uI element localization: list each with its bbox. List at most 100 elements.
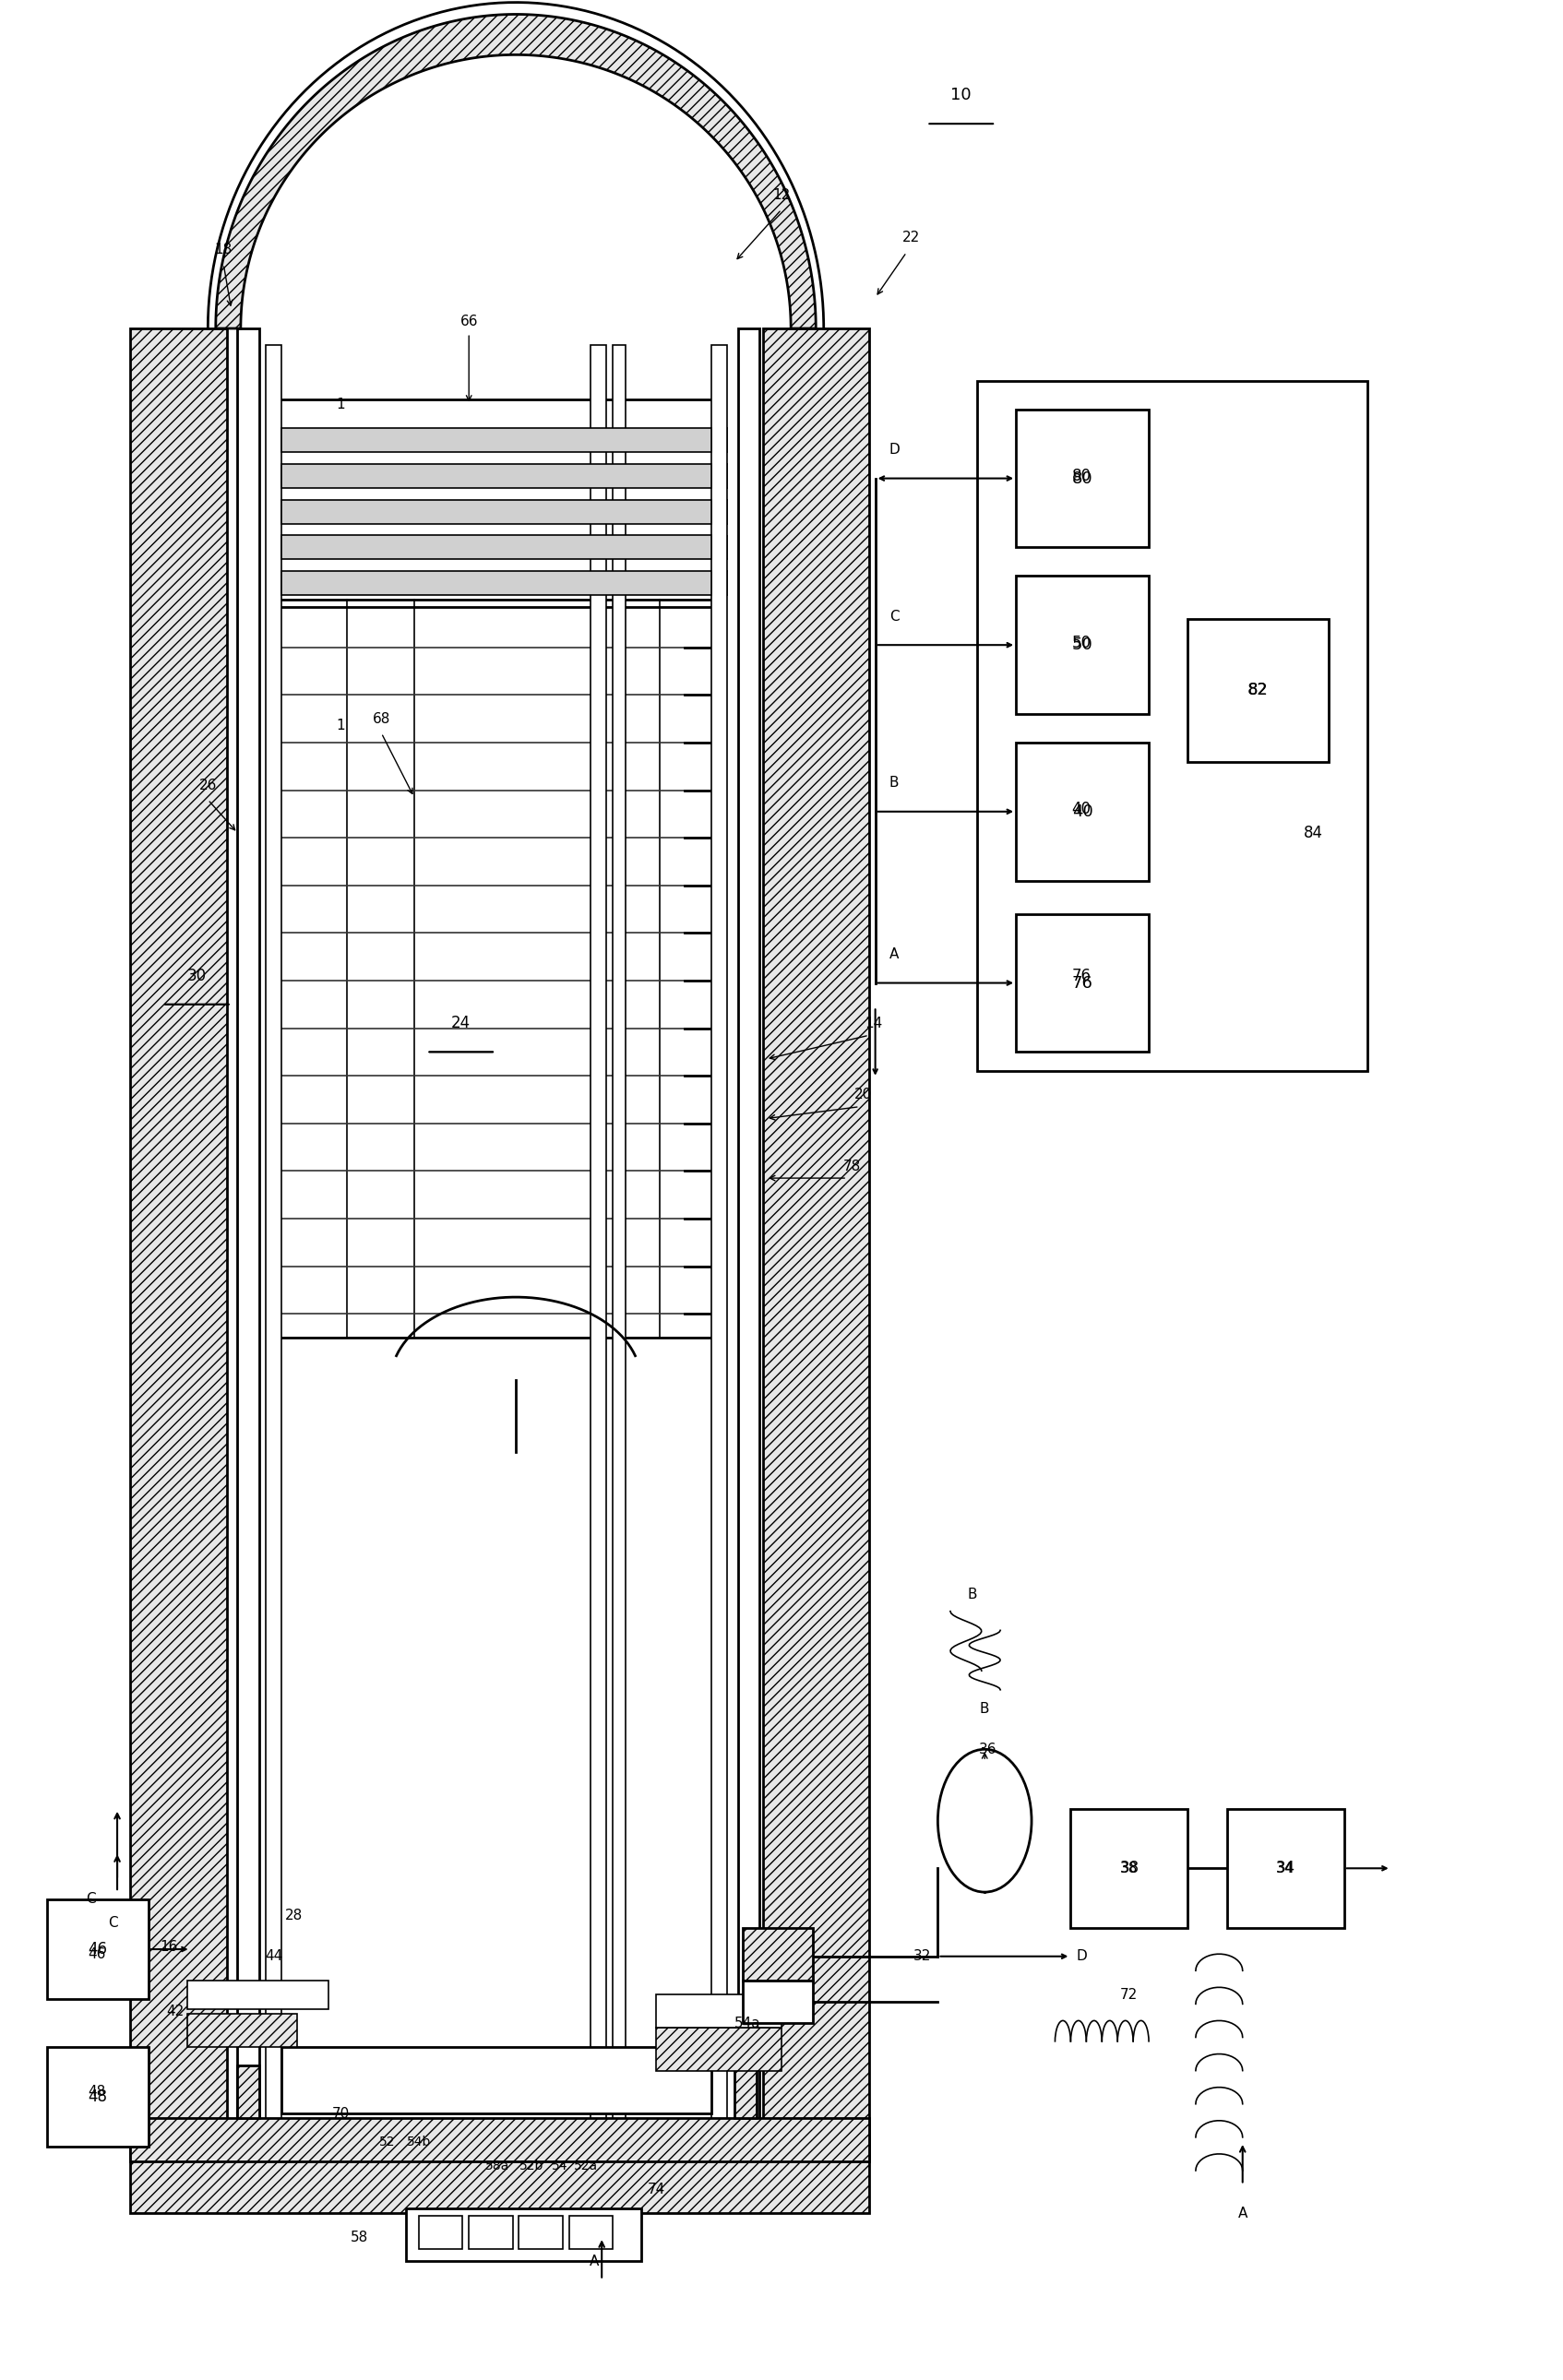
- Text: 80: 80: [1072, 469, 1091, 483]
- Text: 42: 42: [166, 2004, 184, 2018]
- Text: A: A: [889, 947, 899, 962]
- Bar: [1227, 1809, 1344, 1928]
- Text: D: D: [889, 443, 899, 457]
- Text: B: B: [889, 776, 899, 790]
- Text: 38: 38: [1119, 1861, 1138, 1875]
- Bar: [1188, 619, 1329, 762]
- Text: 48: 48: [88, 2090, 108, 2104]
- Text: 82: 82: [1247, 683, 1269, 697]
- Text: 52b: 52b: [519, 2159, 544, 2173]
- Bar: [188, 1980, 328, 2009]
- Text: 50: 50: [1072, 635, 1091, 650]
- Text: 82: 82: [1249, 683, 1268, 697]
- Text: 24: 24: [452, 1016, 470, 1031]
- Bar: [266, 345, 281, 2142]
- Text: 46: 46: [88, 1947, 106, 1961]
- Bar: [238, 2066, 259, 2118]
- Text: 16: 16: [159, 1940, 178, 1954]
- Text: A: A: [589, 2254, 599, 2268]
- Text: 54a: 54a: [735, 2016, 760, 2030]
- Text: 76: 76: [1072, 976, 1093, 990]
- Text: 14: 14: [864, 1016, 883, 1031]
- Bar: [238, 328, 259, 2161]
- Bar: [1016, 409, 1149, 547]
- Text: 66: 66: [460, 314, 478, 328]
- Text: 44: 44: [264, 1949, 283, 1964]
- Bar: [47, 2047, 148, 2147]
- Circle shape: [938, 1749, 1032, 1892]
- Bar: [281, 428, 711, 452]
- Bar: [1071, 1809, 1188, 1928]
- Text: 78: 78: [842, 1159, 861, 1173]
- Bar: [1016, 743, 1149, 881]
- Text: 26: 26: [199, 778, 217, 793]
- Bar: [519, 2216, 563, 2249]
- Bar: [591, 345, 606, 2142]
- Text: 38: 38: [1119, 1861, 1139, 1875]
- Text: D: D: [1077, 1949, 1086, 1964]
- Bar: [742, 1928, 813, 1980]
- Text: 48: 48: [88, 2085, 106, 2099]
- Text: 30: 30: [188, 969, 206, 983]
- Text: 52a: 52a: [574, 2159, 599, 2173]
- Text: 58: 58: [350, 2230, 369, 2244]
- Bar: [763, 328, 869, 2161]
- Text: 1: 1: [336, 719, 345, 733]
- Bar: [656, 1994, 782, 2028]
- Bar: [738, 328, 760, 2161]
- Text: 40: 40: [1072, 804, 1093, 819]
- Bar: [419, 2216, 463, 2249]
- Text: 36: 36: [978, 1742, 997, 1756]
- Bar: [469, 2216, 513, 2249]
- Bar: [281, 500, 711, 524]
- Text: B: B: [967, 1587, 977, 1602]
- Bar: [130, 328, 227, 2161]
- Bar: [711, 345, 727, 2142]
- Text: C: C: [86, 1892, 95, 1906]
- Text: 46: 46: [88, 1942, 108, 1956]
- Text: 84: 84: [1304, 826, 1322, 840]
- Bar: [569, 2216, 613, 2249]
- Bar: [130, 2137, 869, 2213]
- Bar: [656, 2028, 782, 2071]
- Text: 72: 72: [1119, 1987, 1138, 2002]
- Bar: [281, 536, 711, 559]
- Text: 54b: 54b: [406, 2135, 431, 2149]
- Bar: [613, 345, 625, 2142]
- Text: 1: 1: [336, 397, 345, 412]
- Bar: [281, 464, 711, 488]
- Text: 32: 32: [913, 1949, 932, 1964]
- Text: 34: 34: [1275, 1861, 1294, 1875]
- Text: 50: 50: [1072, 638, 1093, 652]
- Bar: [188, 2013, 297, 2047]
- Bar: [47, 1899, 148, 1999]
- Text: 76: 76: [1072, 969, 1091, 983]
- Text: 52: 52: [380, 2135, 395, 2149]
- Text: 20: 20: [853, 1088, 872, 1102]
- Text: 10: 10: [950, 88, 972, 102]
- Text: A: A: [1238, 2206, 1247, 2221]
- Text: 40: 40: [1072, 802, 1091, 816]
- Text: 18: 18: [214, 243, 233, 257]
- Text: C: C: [889, 609, 899, 624]
- Bar: [130, 2118, 869, 2161]
- Bar: [281, 571, 711, 595]
- Text: 34: 34: [1275, 1861, 1296, 1875]
- Bar: [281, 2047, 711, 2113]
- Text: 28: 28: [284, 1909, 303, 1923]
- Text: 74: 74: [647, 2182, 666, 2197]
- Bar: [406, 2209, 641, 2261]
- Text: C: C: [108, 1916, 117, 1930]
- Bar: [742, 1980, 813, 2023]
- Text: 58a: 58a: [485, 2159, 510, 2173]
- Text: 70: 70: [331, 2106, 350, 2121]
- Text: 12: 12: [772, 188, 791, 202]
- Bar: [1016, 914, 1149, 1052]
- Bar: [735, 2066, 756, 2118]
- Text: 54: 54: [552, 2159, 567, 2173]
- Text: 68: 68: [372, 712, 391, 726]
- Text: 22: 22: [902, 231, 921, 245]
- Bar: [977, 381, 1368, 1071]
- Bar: [1016, 576, 1149, 714]
- Polygon shape: [216, 14, 816, 328]
